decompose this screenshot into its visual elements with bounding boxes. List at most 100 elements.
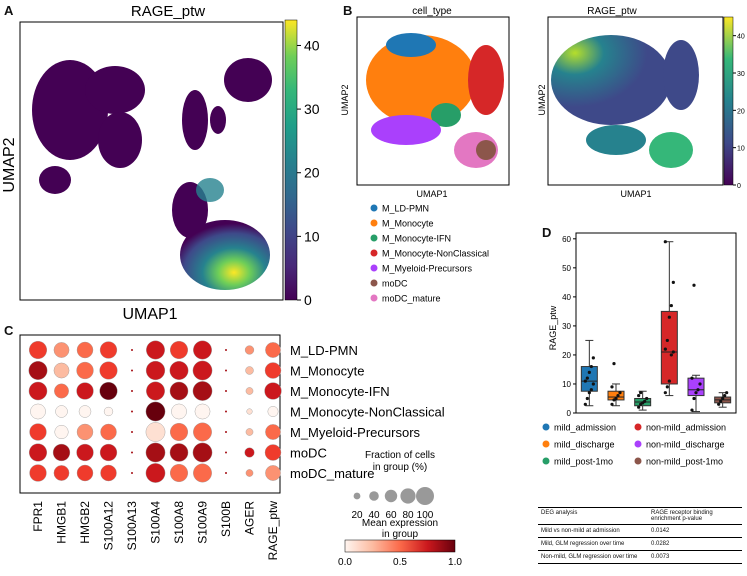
dot [145, 442, 166, 463]
dot [145, 463, 166, 483]
panel-b-umaps: cell_type UMAP1 UMAP2 RAGE_ptw UMAP1 UMA… [340, 6, 745, 304]
point [610, 385, 614, 389]
point [589, 388, 593, 392]
panel-label-d: D [542, 225, 552, 240]
dot [245, 387, 254, 395]
legend-marker [542, 423, 550, 431]
legend-marker [370, 219, 378, 227]
point [663, 240, 667, 244]
colorbar-tick-label: 20 [304, 165, 320, 181]
col-label: HMGB2 [78, 501, 92, 544]
legend-marker [634, 440, 642, 448]
colorbar-tick-label: 30 [304, 101, 320, 117]
point [694, 391, 698, 395]
point [671, 280, 675, 284]
dot [131, 431, 133, 433]
dot [29, 443, 48, 462]
deg-table-row: Mild, GLM regression over time 0.0282 [538, 538, 742, 551]
col-label: HMGB1 [55, 501, 69, 544]
legend-label: non-mild_discharge [646, 440, 725, 450]
dot [146, 381, 165, 401]
cluster-a9 [180, 220, 270, 290]
dot [76, 443, 94, 462]
point [583, 402, 587, 406]
point [591, 382, 595, 386]
legend-label: mild_post-1mo [554, 457, 613, 467]
dot [192, 381, 213, 401]
dot [54, 383, 69, 399]
dot [244, 345, 255, 355]
point [637, 405, 641, 409]
dot [131, 369, 133, 372]
legend-marker [542, 440, 550, 448]
colorbar-tick-label: 10 [304, 228, 320, 244]
dot [225, 390, 227, 392]
dot [193, 422, 212, 442]
dot [76, 464, 94, 482]
deg-table-cell: 0.0073 [651, 554, 670, 560]
dot [264, 362, 282, 379]
deg-table: DEG analysis RAGE receptor binding enric… [538, 507, 742, 564]
point [643, 399, 647, 403]
colorbar-tick-label: 0 [304, 292, 312, 308]
dot [100, 464, 117, 482]
legend-label: M_Monocyte-IFN [382, 234, 451, 244]
point [645, 396, 649, 401]
deg-table-header-2: RAGE receptor binding enrichment p-value [651, 510, 713, 522]
panel-a-title: RAGE_ptw [131, 3, 205, 20]
panel-b-right-xlabel: UMAP1 [620, 189, 651, 199]
ytick-label: 60 [562, 235, 571, 244]
dotplot-col-labels: FPR1 HMGB1 HMGB2 S100A12 S100A13 S100A4 S100A8… [31, 501, 280, 561]
deg-table-cell: Non-mild, GLM regression over time [541, 554, 638, 560]
celltype-modc [476, 140, 496, 160]
colorbar-tick-label: 40 [737, 34, 745, 41]
dot [169, 422, 188, 441]
dot [225, 472, 227, 474]
dot [265, 424, 281, 440]
color-legend-bar [344, 539, 456, 553]
ytick-label: 0 [567, 409, 572, 418]
row-label: moDC_mature [290, 466, 375, 481]
celltype-nonclassical [468, 45, 504, 115]
point [717, 402, 721, 406]
dotplot-row-labels: M_LD-PMN M_Monocyte M_Monocyte-IFN M_Monocy… [290, 343, 445, 481]
point [696, 388, 700, 392]
legend-label: M_LD-PMN [382, 204, 429, 214]
dot [100, 423, 117, 441]
point [585, 396, 589, 401]
deg-table-header-1: DEG analysis [541, 510, 578, 516]
point [614, 396, 618, 401]
cluster-a7 [210, 106, 226, 134]
size-legend-dot [400, 488, 416, 504]
dot [76, 382, 94, 400]
col-label: S100A9 [196, 501, 210, 544]
dot [169, 361, 189, 380]
point [690, 376, 694, 380]
legend-marker [370, 264, 378, 272]
dot [29, 423, 47, 441]
panel-b-legend: M_LD-PMN M_Monocyte M_Monocyte-IFN M_Monocy… [370, 204, 489, 304]
deg-table-row: Mild vs non-mild at admission 0.0142 [538, 525, 742, 538]
row-label: M_LD-PMN [290, 343, 358, 358]
point [587, 370, 591, 374]
dot [264, 382, 282, 400]
legend-marker [370, 204, 378, 212]
point [671, 350, 675, 354]
col-label: FPR1 [31, 501, 45, 532]
dot [225, 410, 227, 413]
color-legend-tick: 0.0 [338, 557, 352, 568]
point [616, 393, 620, 398]
color-legend-tick: 1.0 [448, 557, 462, 568]
dot [169, 341, 188, 360]
colorbar-tick-label: 0 [737, 183, 741, 190]
legend-marker [370, 279, 378, 287]
colorbar-tick-label: 20 [737, 108, 745, 115]
legend-label: M_Myeloid-Precursors [382, 264, 473, 274]
legend-label: mild_discharge [554, 440, 615, 450]
panel-a-colorbar [284, 19, 298, 301]
dot [171, 403, 187, 420]
point [669, 353, 673, 357]
legend-label: M_Monocyte-NonClassical [382, 249, 489, 259]
dot [99, 341, 118, 359]
legend-label: non-mild_admission [646, 423, 726, 433]
